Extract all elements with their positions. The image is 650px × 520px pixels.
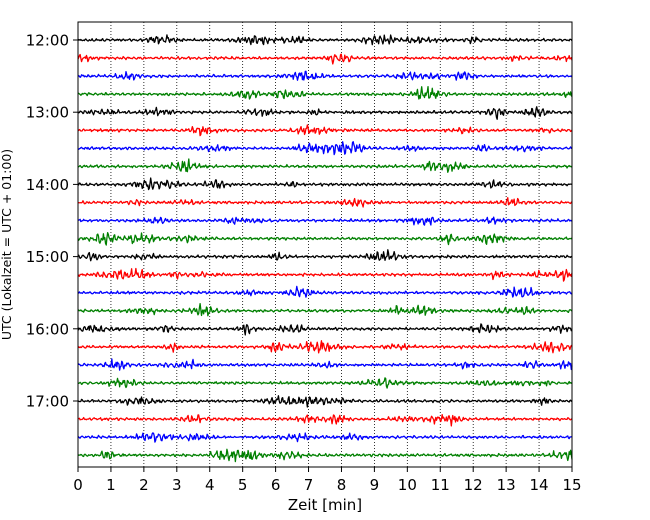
trace-1445 bbox=[77, 232, 573, 246]
trace-1345 bbox=[77, 158, 573, 173]
x-tick-label: 15 bbox=[562, 476, 581, 494]
trace-1715 bbox=[77, 414, 573, 427]
trace-1330 bbox=[77, 141, 573, 156]
trace-1300 bbox=[77, 106, 573, 120]
x-tick-label: 8 bbox=[337, 476, 347, 494]
x-tick-label: 12 bbox=[464, 476, 483, 494]
trace-1200 bbox=[77, 34, 573, 46]
y-tick-label: 12:00 bbox=[26, 32, 69, 50]
trace-1515 bbox=[77, 267, 573, 282]
x-tick-label: 2 bbox=[139, 476, 149, 494]
y-tick-label: 14:00 bbox=[26, 176, 69, 194]
y-tick-label: 13:00 bbox=[26, 104, 69, 122]
x-tick-label: 11 bbox=[431, 476, 450, 494]
x-axis-ticks: 0 1 2 3 4 5 6 7 8 9 10 11 12 13 14 15 bbox=[73, 467, 582, 494]
x-tick-label: 6 bbox=[271, 476, 281, 494]
trace-1245 bbox=[77, 86, 573, 100]
trace-1645 bbox=[77, 377, 573, 389]
trace-1230 bbox=[77, 70, 573, 81]
x-tick-label: 1 bbox=[106, 476, 116, 494]
plot-frame bbox=[77, 21, 573, 468]
trace-1630 bbox=[77, 358, 573, 371]
trace-1215 bbox=[77, 53, 573, 65]
trace-1730 bbox=[77, 432, 573, 443]
x-tick-label: 7 bbox=[304, 476, 314, 494]
x-tick-label: 0 bbox=[73, 476, 83, 494]
vertical-grid bbox=[110, 22, 540, 467]
x-tick-label: 4 bbox=[205, 476, 215, 494]
trace-1600 bbox=[77, 323, 573, 336]
trace-1400 bbox=[77, 177, 573, 191]
x-tick-label: 13 bbox=[497, 476, 516, 494]
x-tick-label: 10 bbox=[398, 476, 417, 494]
y-tick-label: 17:00 bbox=[26, 393, 69, 411]
x-axis-title: Zeit [min] bbox=[288, 496, 362, 514]
x-tick-label: 9 bbox=[370, 476, 380, 494]
trace-1430 bbox=[77, 216, 573, 226]
y-tick-label: 16:00 bbox=[26, 320, 69, 338]
y-axis-ticks: 12:00 13:00 14:00 15:00 16:00 17:00 bbox=[26, 32, 78, 411]
y-axis-title: UTC (Lokalzeit = UTC + 01:00) bbox=[0, 149, 14, 340]
x-tick-label: 3 bbox=[172, 476, 182, 494]
x-tick-label: 14 bbox=[530, 476, 549, 494]
trace-1700 bbox=[77, 395, 573, 408]
trace-1500 bbox=[77, 249, 573, 262]
y-tick-label: 15:00 bbox=[26, 248, 69, 266]
x-tick-label: 5 bbox=[238, 476, 248, 494]
trace-1315 bbox=[77, 124, 573, 137]
trace-1415 bbox=[77, 197, 573, 208]
trace-1530 bbox=[77, 285, 573, 298]
trace-1615 bbox=[77, 340, 573, 354]
trace-1545 bbox=[77, 302, 573, 317]
trace-1745 bbox=[77, 448, 573, 463]
trace-layer bbox=[77, 34, 573, 463]
